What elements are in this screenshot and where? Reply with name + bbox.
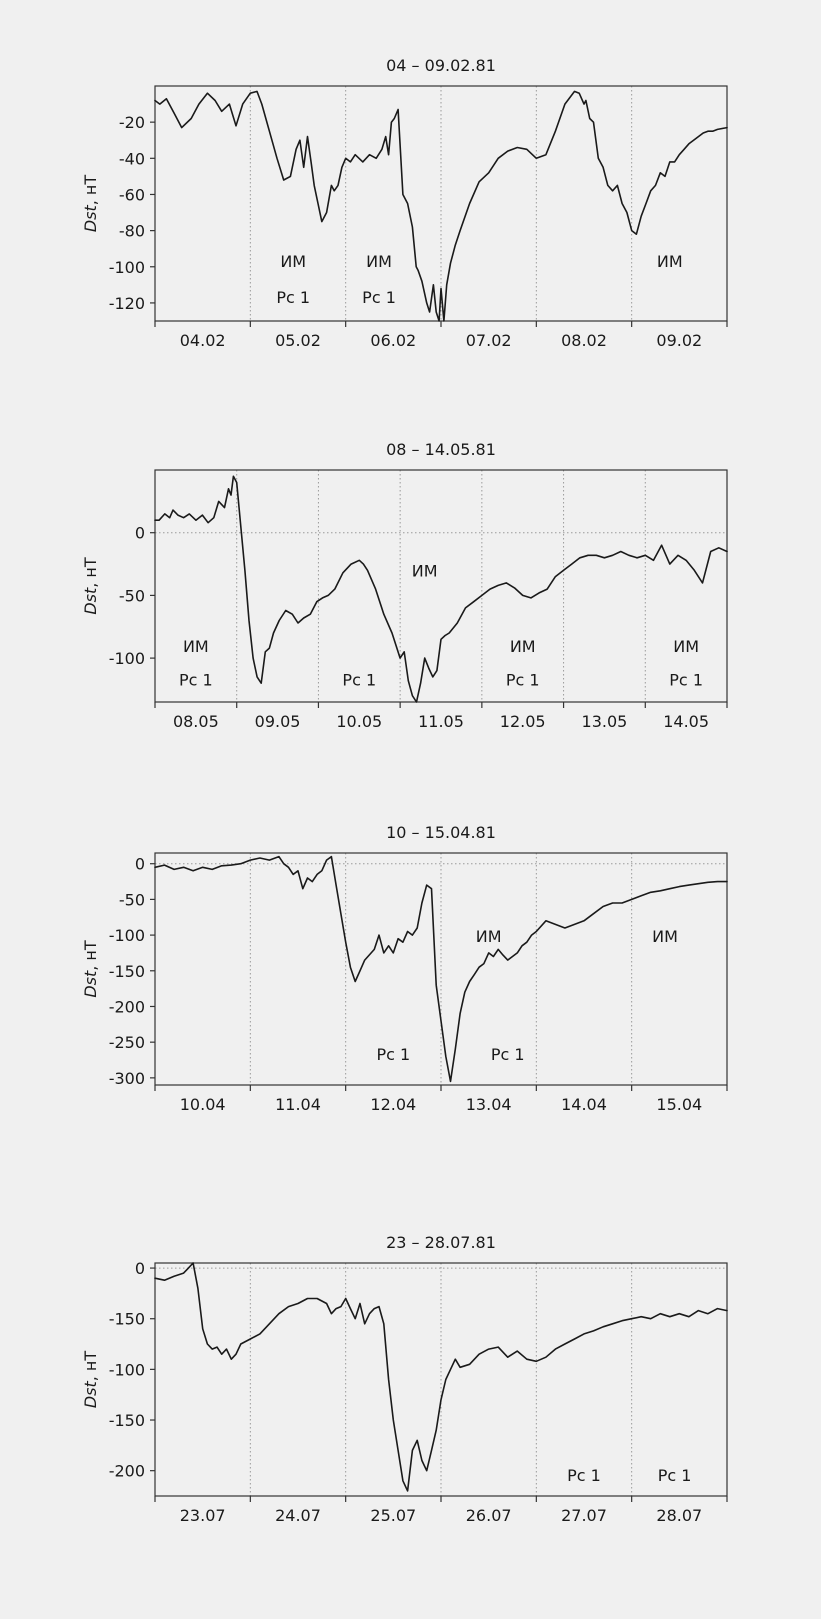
- dst-series-line: [154, 90, 728, 322]
- y-tick-label: -50: [119, 890, 145, 909]
- x-tick-label: 23.07: [180, 1506, 226, 1525]
- y-axis-label-unit: , нТ: [81, 175, 100, 206]
- y-tick-label: -150: [109, 1310, 145, 1329]
- y-tick-label: -50: [119, 586, 145, 605]
- y-tick-label: -200: [109, 997, 145, 1016]
- annotation-label: ИМ: [366, 252, 392, 271]
- y-tick-label: -150: [109, 962, 145, 981]
- y-axis-label-unit: , нТ: [81, 1351, 100, 1382]
- plot-frame: [154, 469, 728, 703]
- annotation-label: Рс 1: [376, 1045, 410, 1064]
- x-tick-label: 10.05: [336, 712, 382, 731]
- x-tick-label: 08.05: [173, 712, 219, 731]
- y-axis-label-quantity: Dst: [81, 587, 100, 615]
- dst-series-line: [154, 1262, 728, 1492]
- x-tick-label: 13.05: [582, 712, 628, 731]
- y-axis-label: Dst, нТ: [81, 175, 100, 233]
- chart-title: 10 – 15.04.81: [386, 823, 496, 842]
- annotation-label: Рс 1: [276, 288, 310, 307]
- x-tick-label: 12.05: [500, 712, 546, 731]
- annotation-label: Рс 1: [567, 1466, 601, 1485]
- x-tick-label: 08.02: [561, 331, 607, 350]
- annotation-label: Рс 1: [362, 288, 396, 307]
- dst-series-line: [154, 855, 728, 1083]
- y-tick-label: 0: [135, 1259, 145, 1278]
- y-axis-label-quantity: Dst: [81, 1381, 100, 1409]
- dst-series-line: [154, 475, 728, 703]
- x-tick-label: 27.07: [561, 1506, 607, 1525]
- y-axis-label: Dst, нТ: [81, 1351, 100, 1409]
- y-tick-label: 0: [135, 855, 145, 874]
- x-tick-label: 24.07: [275, 1506, 321, 1525]
- x-tick-label: 13.04: [466, 1095, 512, 1114]
- x-tick-label: 14.04: [561, 1095, 607, 1114]
- y-tick-label: -300: [109, 1069, 145, 1088]
- y-axis-label-unit: , нТ: [81, 940, 100, 971]
- chart-title: 08 – 14.05.81: [386, 440, 496, 459]
- y-tick-label: -200: [109, 1462, 145, 1481]
- x-tick-label: 12.04: [370, 1095, 416, 1114]
- annotation-label: Рс 1: [491, 1045, 525, 1064]
- y-axis-label-quantity: Dst: [81, 205, 100, 233]
- annotation-label: ИМ: [657, 252, 683, 271]
- x-tick-label: 14.05: [663, 712, 709, 731]
- y-axis-label-quantity: Dst: [81, 970, 100, 998]
- chart-1: 04 – 09.02.81 Dst, нТ -20 -40 -60 -80 -100 -120…: [81, 56, 728, 350]
- x-tick-label: 10.04: [180, 1095, 226, 1114]
- chart-title: 23 – 28.07.81: [386, 1233, 496, 1252]
- y-tick-label: -250: [109, 1033, 145, 1052]
- x-tick-label: 09.02: [656, 331, 702, 350]
- annotation-label: Рс 1: [342, 671, 376, 690]
- y-tick-label: -150: [109, 1411, 145, 1430]
- x-tick-label: 07.02: [466, 331, 512, 350]
- x-tick-label: 05.02: [275, 331, 321, 350]
- y-tick-label: -100: [109, 649, 145, 668]
- annotation-label: ИМ: [652, 927, 678, 946]
- x-tick-label: 25.07: [370, 1506, 416, 1525]
- y-tick-label: -40: [119, 149, 145, 168]
- annotation-label: ИМ: [476, 927, 502, 946]
- y-tick-label: -20: [119, 113, 145, 132]
- annotation-label: Рс 1: [658, 1466, 692, 1485]
- x-tick-label: 09.05: [255, 712, 301, 731]
- x-tick-label: 06.02: [370, 331, 416, 350]
- y-tick-label: -100: [109, 258, 145, 277]
- y-tick-label: -60: [119, 185, 145, 204]
- y-tick-label: -100: [109, 926, 145, 945]
- x-tick-label: 26.07: [466, 1506, 512, 1525]
- x-tick-label: 28.07: [656, 1506, 702, 1525]
- y-tick-label: -120: [109, 294, 145, 313]
- annotation-label: ИМ: [412, 562, 438, 581]
- y-axis-label: Dst, нТ: [81, 940, 100, 998]
- chart-3: 10 – 15.04.81 Dst, нТ 0 -50 -100 -150 -200 -250…: [81, 823, 728, 1114]
- annotation-label: ИМ: [673, 637, 699, 656]
- annotation-label: Рс 1: [506, 671, 540, 690]
- annotation-label: Рс 1: [669, 671, 703, 690]
- annotation-label: ИМ: [280, 252, 306, 271]
- chart-4: 23 – 28.07.81 Dst, нТ 0 -150 -100 -150 -200 23.…: [81, 1233, 728, 1525]
- x-tick-label: 11.04: [275, 1095, 321, 1114]
- x-tick-label: 04.02: [180, 331, 226, 350]
- y-tick-label: -80: [119, 222, 145, 241]
- annotation-label: ИМ: [183, 637, 209, 656]
- annotation-label: Рс 1: [179, 671, 213, 690]
- y-axis-label-unit: , нТ: [81, 557, 100, 588]
- y-tick-label: 0: [135, 524, 145, 543]
- y-tick-label: -100: [109, 1360, 145, 1379]
- annotation-label: ИМ: [510, 637, 536, 656]
- y-axis-label: Dst, нТ: [81, 557, 100, 615]
- chart-2: 08 – 14.05.81 Dst, нТ 0 -50 -100 08.05 09.05 10…: [81, 440, 728, 731]
- chart-title: 04 – 09.02.81: [386, 56, 496, 75]
- x-tick-label: 11.05: [418, 712, 464, 731]
- x-tick-label: 15.04: [656, 1095, 702, 1114]
